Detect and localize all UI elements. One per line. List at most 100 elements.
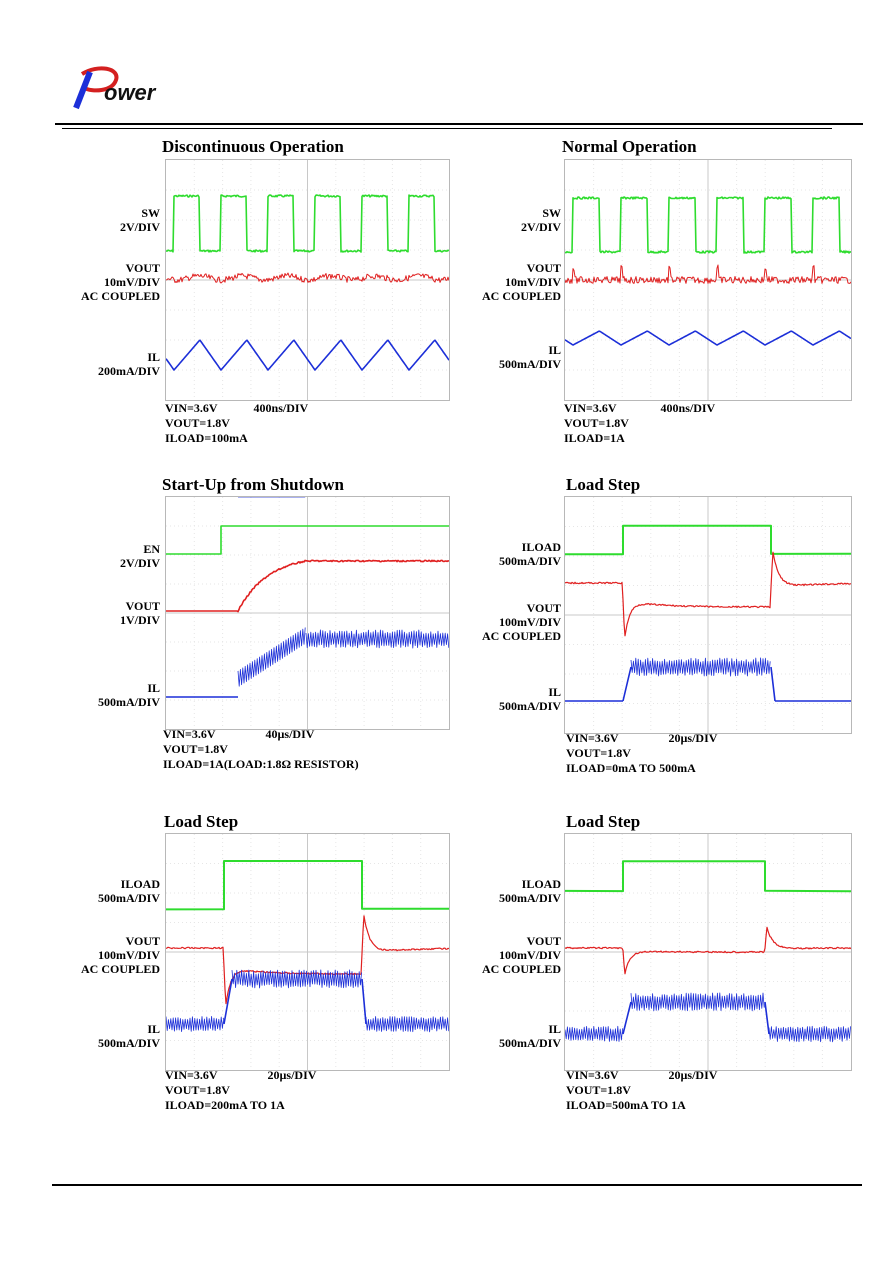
trace-il [622, 666, 632, 702]
trace-name: IL [548, 685, 561, 699]
trace-name: IL [548, 1022, 561, 1036]
trace-scale: 500mA/DIV [98, 891, 160, 905]
trace-il-ripple [166, 1015, 224, 1033]
trace-label-vout: VOUT 100mV/DIV AC COUPLED [482, 601, 561, 643]
trace-en [166, 525, 449, 555]
note-vin: VIN=3.6V [163, 727, 216, 741]
scope-screen [165, 159, 450, 401]
scope-svg [565, 497, 851, 733]
trace-name: VOUT [125, 261, 160, 275]
note-iload: ILOAD=1A(LOAD:1.8Ω RESISTOR) [163, 757, 359, 771]
trace-label-vout: VOUT 10mV/DIV AC COUPLED [482, 261, 561, 303]
trace-label-il: IL 200mA/DIV [98, 350, 160, 378]
note-timebase: 400ns/DIV [660, 401, 716, 415]
trace-vout [565, 264, 851, 284]
trace-il-ripple [768, 1025, 851, 1043]
trace-iload [565, 860, 851, 893]
note-vout: VOUT=1.8V [566, 1083, 631, 1097]
trace-label-il: IL 500mA/DIV [98, 681, 160, 709]
note-vout: VOUT=1.8V [165, 1083, 230, 1097]
condition-notes: VIN=3.6V 20µs/DIV VOUT=1.8V ILOAD=200mA T… [165, 1068, 316, 1113]
trace-label-il: IL 500mA/DIV [98, 1022, 160, 1050]
trace-label-il: IL 500mA/DIV [499, 685, 561, 713]
trace-label-vout: VOUT 100mV/DIV AC COUPLED [81, 934, 160, 976]
scope-screen [165, 496, 450, 730]
trace-scale: 1V/DIV [119, 613, 160, 627]
trace-scale: 500mA/DIV [499, 1036, 561, 1050]
condition-notes: VIN=3.6V 400ns/DIV VOUT=1.8V ILOAD=1A [564, 401, 715, 446]
trace-iload [166, 860, 449, 911]
panel-loadstep-b: Load Step ILOAD 500mA/DIV VOUT 100mV/DIV AC… [65, 808, 465, 1126]
note-iload: ILOAD=200mA TO 1A [165, 1098, 285, 1112]
note-iload: ILOAD=0mA TO 500mA [566, 761, 696, 775]
trace-scale: 100mV/DIV [98, 948, 160, 962]
note-timebase: 20µs/DIV [668, 1068, 718, 1082]
panel-startup: Start-Up from Shutdown EN 2V/DIV VOUT 1V/D… [65, 471, 465, 789]
trace-il [565, 330, 851, 346]
trace-label-vout: VOUT 1V/DIV [120, 599, 160, 627]
trace-vout [565, 551, 851, 637]
trace-label-en: EN 2V/DIV [120, 542, 160, 570]
header-rule-thin [62, 128, 832, 129]
note-iload: ILOAD=500mA TO 1A [566, 1098, 686, 1112]
note-timebase: 20µs/DIV [267, 1068, 317, 1082]
footer-rule [52, 1184, 862, 1186]
trace-coupling: AC COUPLED [481, 629, 561, 643]
panel-loadstep-a: Load Step ILOAD 500mA/DIV VOUT 100mV/DIV AC… [466, 471, 866, 789]
trace-label-sw: SW 2V/DIV [120, 206, 160, 234]
panel-normal: Normal Operation SW 2V/DIV VOUT 10mV/DIV AC… [466, 133, 866, 451]
note-timebase: 20µs/DIV [668, 731, 718, 745]
trace-name: VOUT [125, 599, 160, 613]
condition-notes: VIN=3.6V 40µs/DIV VOUT=1.8V ILOAD=1A(LOAD… [163, 727, 359, 772]
panel-loadstep-c: Load Step ILOAD 500mA/DIV VOUT 100mV/DIV AC… [466, 808, 866, 1126]
scope-screen [165, 833, 450, 1071]
scope-screen [564, 833, 852, 1071]
trace-label-iload: ILOAD 500mA/DIV [499, 877, 561, 905]
trace-vout [166, 559, 449, 613]
trace-name: IL [147, 350, 160, 364]
trace-name: VOUT [526, 934, 561, 948]
trace-il [764, 1001, 770, 1035]
trace-scale: 10mV/DIV [104, 275, 160, 289]
trace-label-iload: ILOAD 500mA/DIV [98, 877, 160, 905]
svg-text:ower: ower [104, 80, 157, 105]
note-timebase: 400ns/DIV [253, 401, 309, 415]
trace-scale: 100mV/DIV [499, 615, 561, 629]
trace-scale: 10mV/DIV [505, 275, 561, 289]
trace-name: IL [147, 1022, 160, 1036]
trace-sw [166, 194, 449, 253]
trace-scale: 2V/DIV [119, 556, 160, 570]
trace-scale: 2V/DIV [520, 220, 561, 234]
scope-svg [565, 160, 851, 400]
note-vin: VIN=3.6V [564, 401, 617, 415]
note-iload: ILOAD=100mA [165, 431, 248, 445]
note-vout: VOUT=1.8V [566, 746, 631, 760]
trace-scale: 500mA/DIV [499, 357, 561, 371]
trace-il-ripple [365, 1016, 449, 1033]
trace-name: IL [147, 681, 160, 695]
trace-name: VOUT [526, 261, 561, 275]
note-timebase: 40µs/DIV [265, 727, 315, 741]
trace-scale: 500mA/DIV [499, 554, 561, 568]
trace-il [361, 978, 367, 1025]
condition-notes: VIN=3.6V 20µs/DIV VOUT=1.8V ILOAD=0mA TO … [566, 731, 717, 776]
trace-coupling: AC COUPLED [481, 962, 561, 976]
trace-name: VOUT [526, 601, 561, 615]
condition-notes: VIN=3.6V 20µs/DIV VOUT=1.8V ILOAD=500mA T… [566, 1068, 717, 1113]
trace-il-ripple [305, 629, 449, 649]
scope-screen [564, 496, 852, 734]
scope-svg [166, 834, 449, 1070]
trace-name: SW [542, 206, 561, 220]
trace-coupling: AC COUPLED [80, 962, 160, 976]
panel-title: Load Step [566, 812, 641, 831]
trace-label-il: IL 500mA/DIV [499, 1022, 561, 1050]
trace-name: VOUT [125, 934, 160, 948]
trace-vout [565, 926, 851, 975]
note-vin: VIN=3.6V [566, 1068, 619, 1082]
header-rule [55, 123, 863, 125]
note-vout: VOUT=1.8V [163, 742, 228, 756]
trace-name: ILOAD [521, 877, 561, 891]
panel-title: Normal Operation [562, 137, 697, 156]
trace-il [770, 666, 776, 702]
note-vout: VOUT=1.8V [165, 416, 230, 430]
